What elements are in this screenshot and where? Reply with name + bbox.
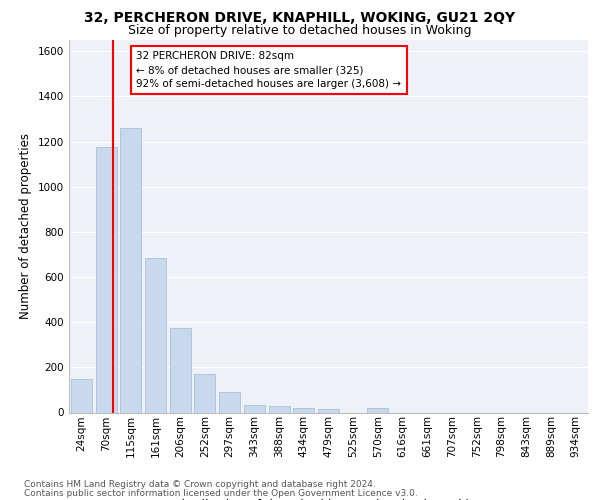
Bar <box>244 404 265 412</box>
Bar <box>170 328 191 412</box>
Bar <box>120 128 141 412</box>
Text: 32, PERCHERON DRIVE, KNAPHILL, WOKING, GU21 2QY: 32, PERCHERON DRIVE, KNAPHILL, WOKING, G… <box>85 11 515 25</box>
Bar <box>318 409 339 412</box>
Bar <box>219 392 240 412</box>
Text: Size of property relative to detached houses in Woking: Size of property relative to detached ho… <box>128 24 472 37</box>
Bar <box>95 147 116 412</box>
Text: Contains HM Land Registry data © Crown copyright and database right 2024.: Contains HM Land Registry data © Crown c… <box>24 480 376 489</box>
Bar <box>367 408 388 412</box>
Bar <box>71 378 92 412</box>
Text: 32 PERCHERON DRIVE: 82sqm
← 8% of detached houses are smaller (325)
92% of semi-: 32 PERCHERON DRIVE: 82sqm ← 8% of detach… <box>136 51 401 89</box>
Y-axis label: Number of detached properties: Number of detached properties <box>19 133 32 320</box>
Bar <box>293 408 314 412</box>
Bar <box>145 258 166 412</box>
Bar <box>194 374 215 412</box>
Text: Contains public sector information licensed under the Open Government Licence v3: Contains public sector information licen… <box>24 488 418 498</box>
X-axis label: Distribution of detached houses by size in Woking: Distribution of detached houses by size … <box>172 499 485 500</box>
Bar <box>269 406 290 412</box>
